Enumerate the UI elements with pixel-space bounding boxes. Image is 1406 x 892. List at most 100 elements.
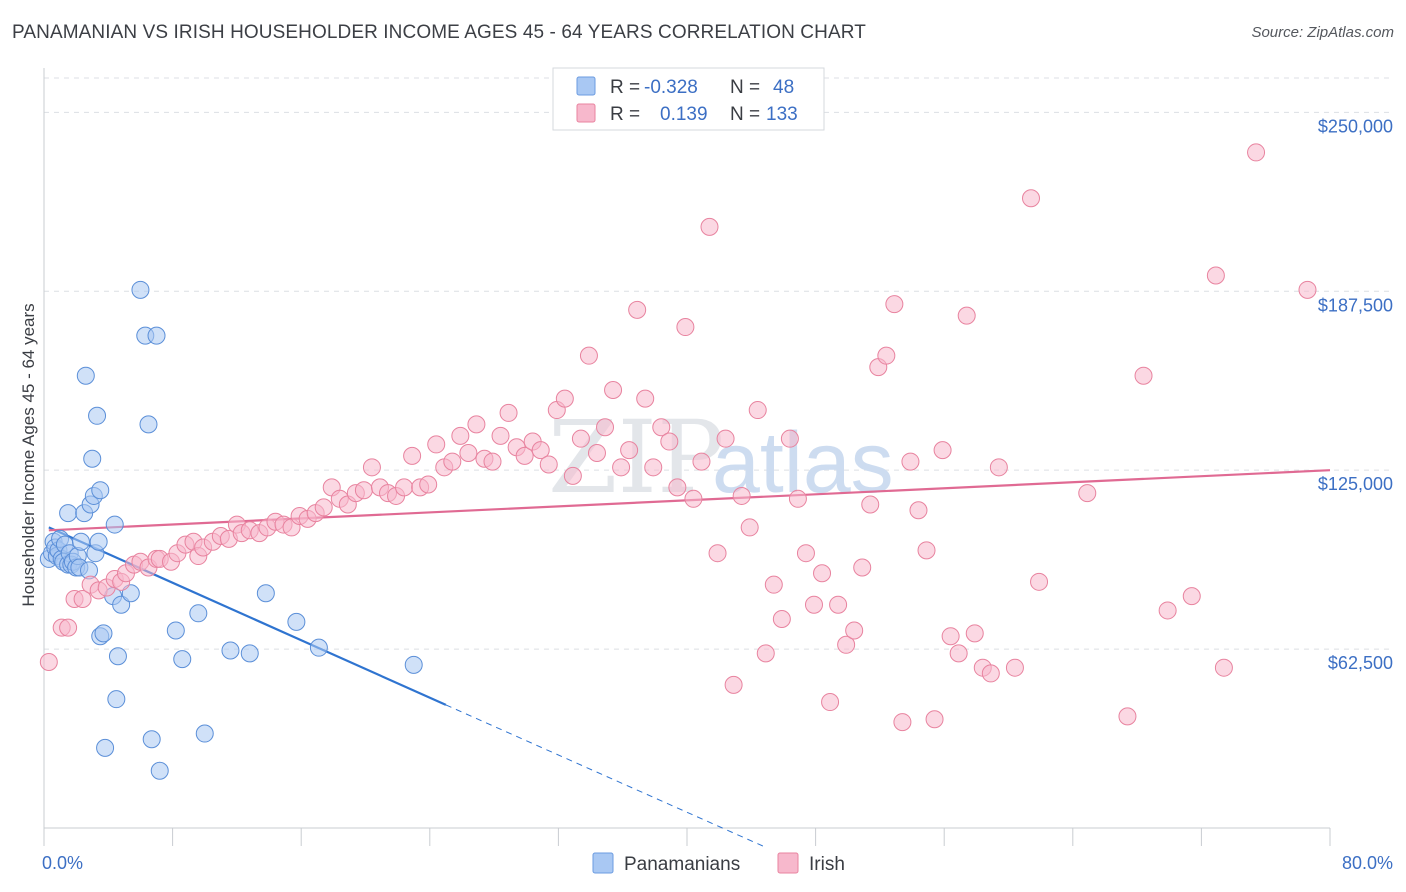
point-panamanians xyxy=(173,650,192,669)
point-panamanians xyxy=(309,638,328,657)
grid-lines xyxy=(44,77,1394,650)
point-irish xyxy=(957,306,976,325)
point-panamanians xyxy=(189,604,208,623)
point-irish xyxy=(692,452,711,471)
point-irish xyxy=(419,475,438,494)
legend-box: R = -0.328 N = 48 R = 0.139 N = 133 xyxy=(552,67,825,131)
point-irish xyxy=(941,627,960,646)
point-panamanians xyxy=(96,738,115,757)
point-panamanians xyxy=(287,612,306,631)
y-tick-label: $62,500 xyxy=(1328,653,1393,673)
y-tick-label: $187,500 xyxy=(1318,295,1393,315)
series-swatch-irish xyxy=(777,852,799,874)
point-irish xyxy=(427,435,446,454)
point-irish xyxy=(620,441,639,460)
point-irish xyxy=(395,478,414,497)
point-panamanians xyxy=(108,647,127,666)
point-panamanians xyxy=(195,724,214,743)
point-irish xyxy=(531,441,550,460)
point-panamanians xyxy=(256,584,275,603)
point-irish xyxy=(716,429,735,448)
source-label: Source: ZipAtlas.com xyxy=(1251,24,1394,41)
point-irish xyxy=(644,458,663,477)
point-panamanians xyxy=(147,326,166,345)
point-irish xyxy=(821,693,840,712)
point-irish xyxy=(652,418,671,437)
point-irish xyxy=(636,389,655,408)
point-irish xyxy=(1134,366,1153,385)
point-panamanians xyxy=(150,761,169,780)
y-tick-labels: $62,500 $125,000 $187,500 $250,000 xyxy=(1318,116,1393,673)
point-irish xyxy=(1206,266,1225,285)
point-irish xyxy=(917,541,936,560)
point-irish xyxy=(459,444,478,462)
point-irish xyxy=(563,466,582,485)
x-tick-label-max: 80.0% xyxy=(1342,853,1393,873)
point-irish xyxy=(1005,658,1024,677)
point-panamanians xyxy=(131,280,150,299)
x-tick-labels: 0.0% 80.0% xyxy=(42,853,1393,873)
point-irish xyxy=(403,446,422,465)
point-panamanians xyxy=(107,690,126,709)
point-irish xyxy=(788,489,807,508)
trend-line-panamanians-extension xyxy=(445,704,768,849)
point-irish xyxy=(628,300,647,319)
point-panamanians xyxy=(94,624,113,643)
legend-r-value-2: 0.139 xyxy=(660,104,708,125)
point-irish xyxy=(1022,189,1041,208)
point-panamanians xyxy=(142,730,161,749)
point-irish xyxy=(813,564,832,583)
legend-n-value-2: 133 xyxy=(766,104,798,125)
point-irish xyxy=(39,652,58,671)
chart-title: PANAMANIAN VS IRISH HOUSEHOLDER INCOME A… xyxy=(12,22,866,43)
point-irish xyxy=(764,575,783,594)
point-irish xyxy=(740,518,759,537)
point-irish xyxy=(893,713,912,732)
point-irish xyxy=(1158,601,1177,620)
point-panamanians xyxy=(240,644,259,663)
point-irish xyxy=(676,318,695,337)
point-panamanians xyxy=(166,621,185,640)
y-tick-label: $125,000 xyxy=(1318,474,1393,494)
point-panamanians xyxy=(139,415,158,434)
point-irish xyxy=(708,544,727,563)
point-irish xyxy=(901,452,920,471)
point-irish xyxy=(604,381,623,400)
point-irish xyxy=(314,498,333,517)
point-irish xyxy=(362,458,381,477)
legend-r-label-1: R = xyxy=(610,77,640,98)
point-irish xyxy=(354,481,373,500)
point-irish xyxy=(668,478,687,497)
axes xyxy=(43,68,1331,846)
point-panamanians xyxy=(59,504,78,523)
point-irish xyxy=(724,675,743,694)
point-panamanians xyxy=(89,532,108,551)
y-tick-label: $250,000 xyxy=(1318,116,1393,136)
point-irish xyxy=(571,429,590,448)
point-irish xyxy=(1214,658,1233,677)
point-panamanians xyxy=(91,481,110,500)
point-irish xyxy=(596,418,615,437)
series-label-irish: Irish xyxy=(809,854,845,875)
point-irish xyxy=(491,426,510,445)
point-irish xyxy=(933,441,952,460)
point-irish xyxy=(885,295,904,314)
legend-r-label-2: R = xyxy=(610,104,640,125)
legend-r-value-1: -0.328 xyxy=(644,77,698,98)
point-irish xyxy=(989,458,1008,477)
point-irish xyxy=(1298,280,1317,299)
point-irish xyxy=(804,595,823,614)
point-irish xyxy=(587,444,606,462)
point-irish xyxy=(829,595,848,614)
point-irish xyxy=(909,501,928,520)
point-irish xyxy=(1182,587,1201,606)
point-irish xyxy=(732,486,751,505)
point-irish xyxy=(515,446,534,465)
point-irish xyxy=(443,452,462,471)
point-irish xyxy=(756,644,775,663)
legend-n-label-2: N = xyxy=(730,104,760,125)
point-irish xyxy=(684,489,703,508)
point-irish xyxy=(499,403,518,422)
point-irish xyxy=(1078,484,1097,503)
